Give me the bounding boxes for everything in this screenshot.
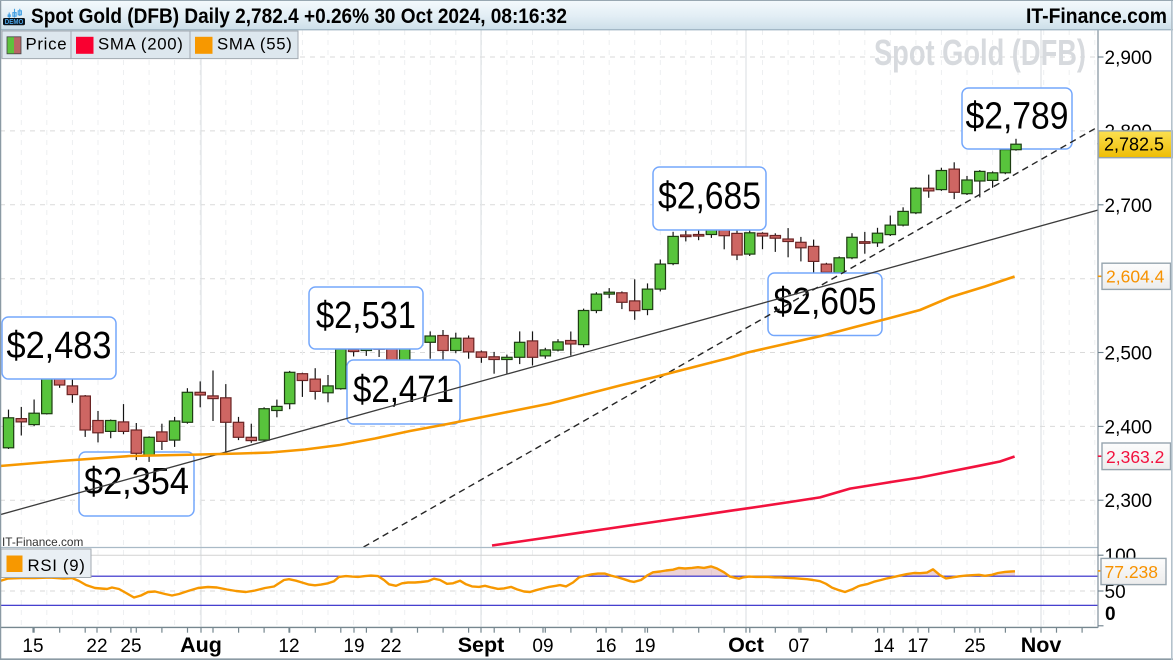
svg-text:SMA (200): SMA (200) [98, 35, 184, 54]
svg-text:IT-Finance.com: IT-Finance.com [1026, 4, 1167, 28]
svg-text:14: 14 [873, 636, 895, 657]
svg-text:19: 19 [343, 636, 364, 657]
svg-text:$2,605: $2,605 [774, 281, 877, 323]
svg-text:25: 25 [120, 636, 141, 657]
svg-text:12: 12 [278, 636, 299, 657]
svg-text:$2,471: $2,471 [353, 369, 454, 411]
svg-text:16: 16 [595, 636, 616, 657]
svg-text:$2,685: $2,685 [658, 176, 761, 218]
svg-text:Price: Price [26, 35, 68, 54]
svg-text:19: 19 [634, 636, 655, 657]
svg-text:2,400: 2,400 [1105, 417, 1153, 438]
svg-text:22: 22 [380, 636, 401, 657]
svg-text:Sept: Sept [458, 633, 505, 657]
svg-text:09: 09 [532, 636, 553, 657]
svg-text:22: 22 [86, 636, 107, 657]
svg-text:SMA (55): SMA (55) [217, 35, 293, 54]
svg-text:$2,531: $2,531 [316, 295, 416, 337]
svg-text:2,700: 2,700 [1105, 196, 1153, 217]
svg-text:Nov: Nov [1021, 633, 1062, 657]
svg-text:$2,483: $2,483 [7, 325, 112, 367]
svg-text:15: 15 [22, 636, 43, 657]
svg-text:0: 0 [1105, 604, 1116, 625]
svg-text:DEMO: DEMO [5, 17, 24, 26]
svg-text:2,604.4: 2,604.4 [1106, 267, 1165, 287]
svg-text:17: 17 [907, 636, 928, 657]
svg-text:2,900: 2,900 [1105, 48, 1153, 69]
svg-text:2,300: 2,300 [1105, 491, 1153, 512]
svg-text:$2,354: $2,354 [84, 461, 189, 503]
svg-text:Spot Gold (DFB): Spot Gold (DFB) [874, 32, 1086, 73]
svg-text:RSI (9): RSI (9) [28, 556, 86, 575]
svg-text:77.238: 77.238 [1105, 562, 1159, 582]
svg-text:25: 25 [964, 636, 985, 657]
svg-text:2,363.2: 2,363.2 [1106, 447, 1164, 467]
svg-text:Spot Gold (DFB) Daily 2,782.4: Spot Gold (DFB) Daily 2,782.4 +0.26% 30 … [31, 4, 567, 28]
svg-text:50: 50 [1105, 582, 1126, 603]
svg-text:$2,789: $2,789 [966, 96, 1069, 138]
svg-text:Oct: Oct [728, 633, 764, 657]
svg-text:07: 07 [788, 636, 809, 657]
svg-text:IT-Finance.com: IT-Finance.com [2, 535, 83, 549]
svg-text:Aug: Aug [180, 633, 222, 657]
svg-text:2,782.5: 2,782.5 [1104, 135, 1164, 155]
svg-text:2,500: 2,500 [1105, 344, 1153, 365]
